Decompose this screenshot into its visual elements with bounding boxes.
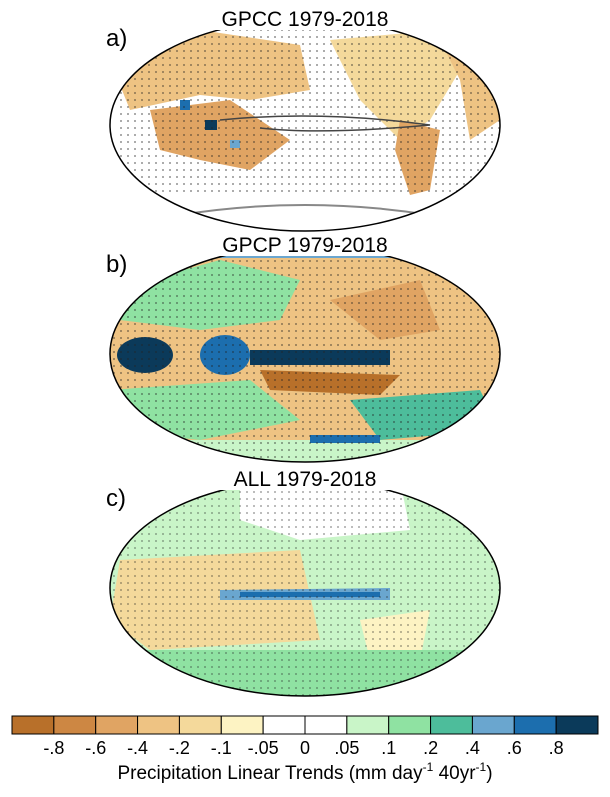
- colorbar-tick-label: -.8: [43, 738, 64, 758]
- color-swatch: [178, 715, 222, 735]
- color-swatch: [555, 715, 599, 735]
- colorbar-tick-label: -.4: [127, 738, 148, 758]
- color-swatch: [388, 715, 432, 735]
- color-swatch: [11, 715, 55, 735]
- colorbar-tick-label: .4: [465, 738, 480, 758]
- panel-title: GPCP 1979-2018: [222, 234, 387, 257]
- color-swatch: [262, 715, 306, 735]
- colorbar-tick-label: -.6: [85, 738, 106, 758]
- colorbar-tick-label: .8: [549, 738, 564, 758]
- colorbar-tick-label: .1: [381, 738, 396, 758]
- panel-label: b): [106, 251, 127, 278]
- panel-label: c): [106, 485, 126, 512]
- color-swatch: [220, 715, 264, 735]
- colorbar-tick-label: 0: [300, 738, 310, 758]
- colorbar-tick-label: -.2: [169, 738, 190, 758]
- label-text: Precipitation Linear Trends (mm day: [117, 763, 423, 784]
- label-text: ): [486, 763, 492, 784]
- map-b: [109, 245, 501, 463]
- title-bg: [212, 232, 398, 256]
- color-swatch: [304, 715, 348, 735]
- colorbar-tick-label: .2: [423, 738, 438, 758]
- color-swatch: [137, 715, 180, 735]
- colorbar-label: Precipitation Linear Trends (mm day-1 40…: [117, 760, 492, 784]
- label-text: 40yr: [433, 763, 476, 784]
- label-sup: -1: [423, 760, 434, 774]
- color-swatch: [513, 715, 557, 735]
- label-sup: -1: [476, 760, 487, 774]
- map-c: [109, 479, 501, 697]
- color-swatch: [346, 715, 390, 735]
- colorbar-tick-label: .6: [507, 738, 522, 758]
- colorbar-tick-label: -.1: [211, 738, 232, 758]
- title-bg: [212, 6, 398, 30]
- colorbar-tick-label: -.05: [248, 738, 279, 758]
- map-a: [109, 18, 501, 232]
- color-swatch: [95, 715, 139, 735]
- colorbar: -.8 -.6 -.4 -.2 -.1 -.05 0 .05 .1 .2 .4 .6 .8: [11, 715, 599, 758]
- title-bg: [212, 466, 398, 490]
- color-swatch: [430, 715, 473, 735]
- color-swatch: [53, 715, 97, 735]
- color-swatch: [471, 715, 515, 735]
- panel-title: GPCC 1979-2018: [222, 8, 389, 31]
- panel-label: a): [106, 25, 127, 52]
- panel-title: ALL 1979-2018: [234, 468, 377, 491]
- colorbar-tick-label: .05: [334, 738, 359, 758]
